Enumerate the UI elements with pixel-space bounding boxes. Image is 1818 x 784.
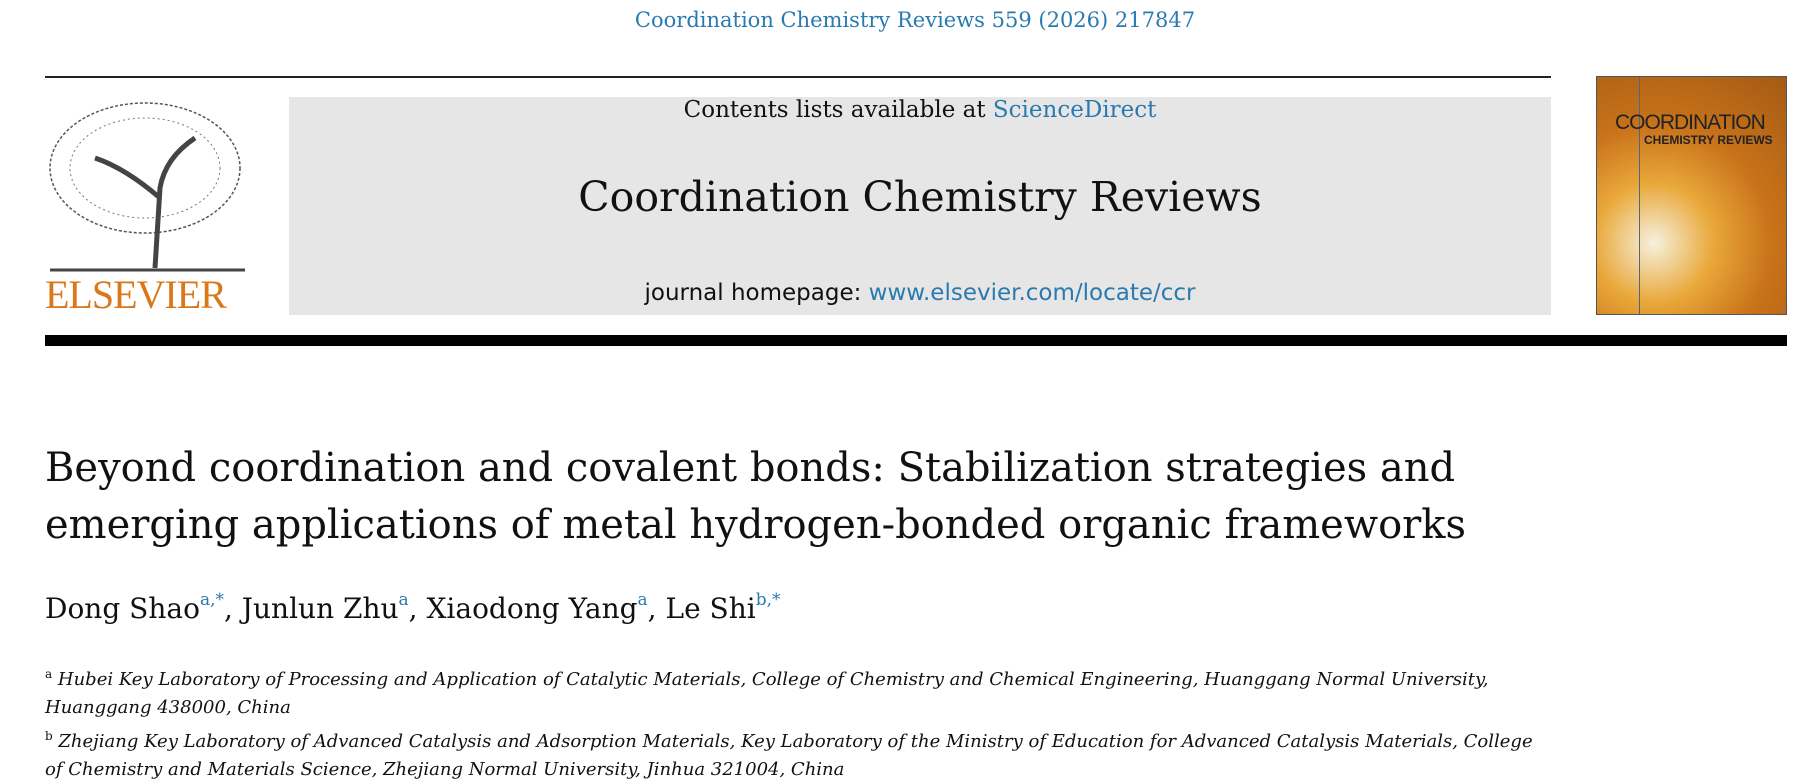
journal-title: Coordination Chemistry Reviews (578, 173, 1262, 221)
affiliation-text: Hubei Key Laboratory of Processing and A… (45, 669, 1489, 718)
cover-subtitle: CHEMISTRY REVIEWS (1644, 133, 1773, 147)
author-affil-marker[interactable]: a (637, 590, 648, 610)
author-name[interactable]: Junlun Zhu (241, 592, 399, 625)
author-name[interactable]: Le Shi (665, 592, 756, 625)
affiliation: b Zhejiang Key Laboratory of Advanced Ca… (45, 722, 1555, 784)
affiliation: a Hubei Key Laboratory of Processing and… (45, 660, 1555, 722)
elsevier-wordmark: ELSEVIER (45, 272, 227, 317)
header-divider (45, 335, 1787, 346)
author-affil-marker[interactable]: b,* (755, 590, 781, 610)
title-line: Beyond coordination and covalent bonds: … (45, 445, 1456, 491)
affiliation-label: a (45, 667, 53, 681)
article-title: Beyond coordination and covalent bonds: … (45, 440, 1545, 554)
author-name[interactable]: Xiaodong Yang (426, 592, 638, 625)
contents-line: Contents lists available at ScienceDirec… (289, 97, 1551, 123)
affiliation-text: Zhejiang Key Laboratory of Advanced Cata… (45, 731, 1533, 780)
journal-cover-image[interactable]: COORDINATION CHEMISTRY REVIEWS (1596, 76, 1787, 315)
cover-line (1639, 77, 1640, 314)
author-affil-marker[interactable]: a,* (199, 590, 224, 610)
elsevier-logo[interactable]: ELSEVIER (45, 98, 245, 318)
homepage-line: journal homepage: www.elsevier.com/locat… (289, 280, 1551, 306)
author-name[interactable]: Dong Shao (45, 592, 200, 625)
title-line: emerging applications of metal hydrogen-… (45, 502, 1467, 548)
journal-masthead: Contents lists available at ScienceDirec… (289, 97, 1551, 315)
author-affil-marker[interactable]: a (398, 590, 409, 610)
journal-citation[interactable]: Coordination Chemistry Reviews 559 (2026… (634, 8, 1196, 32)
tree-icon (49, 102, 245, 272)
top-rule (45, 76, 1551, 78)
sciencedirect-link[interactable]: ScienceDirect (992, 97, 1157, 123)
affiliations: a Hubei Key Laboratory of Processing and… (45, 660, 1555, 784)
homepage-link[interactable]: www.elsevier.com/locate/ccr (868, 280, 1196, 306)
contents-prefix: Contents lists available at (683, 97, 993, 123)
cover-title: COORDINATION (1615, 111, 1766, 134)
affiliation-label: b (45, 729, 53, 743)
author-list: Dong Shaoa,*, Junlun Zhua, Xiaodong Yang… (45, 590, 781, 625)
homepage-prefix: journal homepage: (644, 280, 869, 306)
